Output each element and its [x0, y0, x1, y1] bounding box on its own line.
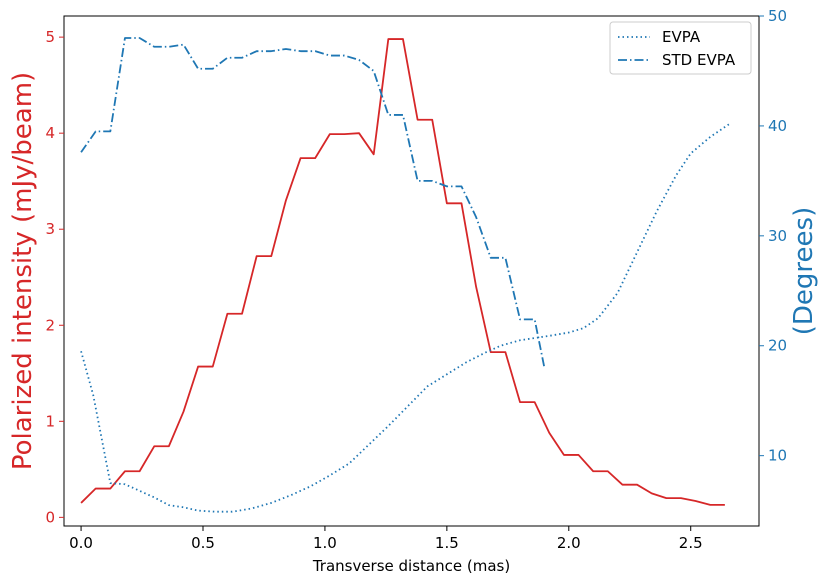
y-left-tick-label: 4 — [45, 124, 55, 142]
legend-evpa-label: EVPA — [662, 28, 701, 46]
y-left-tick-label: 2 — [45, 316, 55, 334]
polarized-intensity-line — [80, 38, 725, 506]
y-right-axis-ticks: 10 20 30 40 50 — [759, 7, 787, 465]
y-left-tick-label: 1 — [45, 412, 55, 430]
x-axis-ticks: 0.0 0.5 1.0 1.5 2.0 2.5 — [69, 526, 703, 552]
y-left-tick-label: 0 — [45, 508, 55, 526]
plot-frame — [63, 15, 760, 527]
y-right-tick-label: 30 — [768, 227, 787, 245]
series-lines — [80, 37, 731, 513]
std-evpa-line — [80, 37, 546, 368]
plot-background — [64, 16, 759, 526]
x-tick-label: 1.5 — [435, 534, 459, 552]
y-right-axis-label: (Degrees) — [789, 207, 819, 335]
y-left-axis-ticks: 0 1 2 3 4 5 — [45, 28, 64, 526]
x-tick-label: 2.0 — [557, 534, 581, 552]
legend-std-evpa-label: STD EVPA — [662, 51, 736, 69]
x-tick-label: 2.5 — [679, 534, 703, 552]
x-tick-label: 0.5 — [191, 534, 215, 552]
y-left-tick-label: 3 — [45, 220, 55, 238]
legend: EVPA STD EVPA — [609, 21, 752, 75]
x-tick-label: 0.0 — [69, 534, 93, 552]
y-right-tick-label: 40 — [768, 117, 787, 135]
y-right-tick-label: 10 — [768, 447, 787, 465]
x-axis-label: Transverse distance (mas) — [312, 557, 510, 575]
x-tick-label: 1.0 — [313, 534, 337, 552]
y-left-axis-label: Polarized intensity (mJy/beam) — [8, 72, 38, 470]
y-left-tick-label: 5 — [45, 28, 55, 46]
y-right-tick-label: 50 — [768, 7, 787, 25]
legend-frame — [609, 21, 752, 75]
y-right-tick-label: 20 — [768, 337, 787, 355]
